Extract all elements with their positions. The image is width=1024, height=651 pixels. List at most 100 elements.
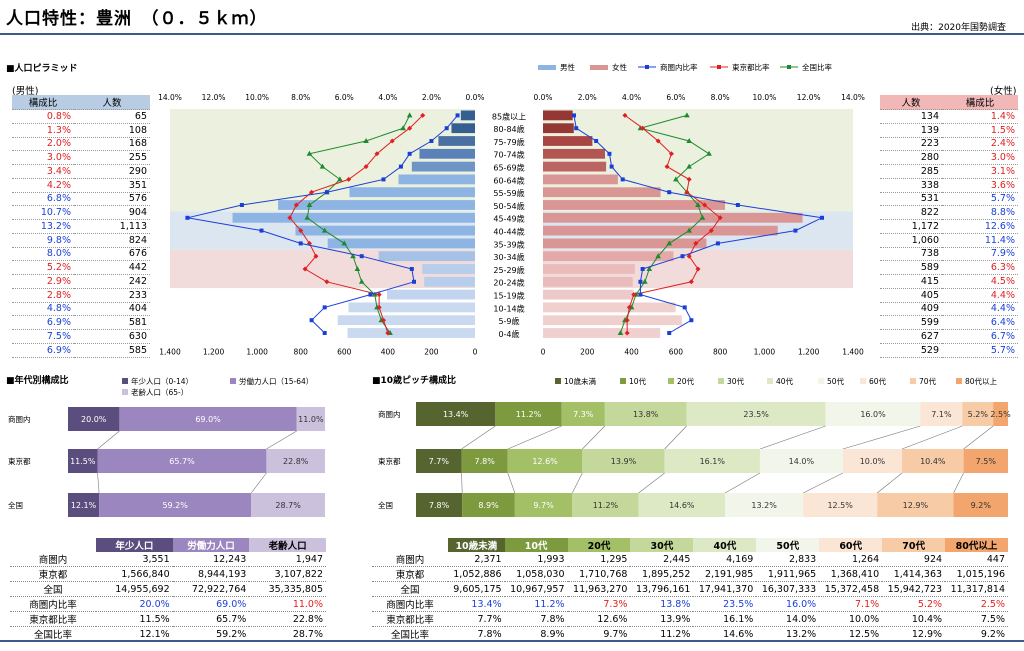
legend-marker: [645, 65, 649, 69]
age3-row-label: 東京都: [8, 456, 31, 466]
male-head: (男性): [12, 86, 39, 97]
age10-legend-swatch: [910, 378, 916, 384]
female-count-cell: 405: [880, 288, 942, 303]
female-tokyo-point: [664, 164, 670, 170]
age10-table-header: 30代: [630, 538, 694, 552]
female-area-point: [572, 113, 576, 118]
female-area-point: [715, 241, 720, 246]
male-national-point: [306, 150, 313, 156]
age10-segment-label: 9.2%: [971, 501, 992, 510]
age10-legend-swatch: [860, 378, 866, 384]
age3-connector: [251, 472, 267, 494]
female-area-point: [735, 203, 740, 207]
age3-table-cell: 22.8%: [249, 611, 326, 627]
female-count-cell: 627: [880, 329, 942, 344]
male-row: 8.0% 676: [12, 247, 150, 262]
female-bar: [543, 238, 707, 249]
female-tokyo-point: [631, 292, 637, 298]
bottom-axis-tick-right: 1,200: [798, 347, 820, 355]
age10-segment-label: 12.6%: [532, 457, 558, 466]
female-row: 529 5.7%: [880, 343, 1018, 358]
female-bar: [543, 187, 661, 198]
female-count-cell: 139: [880, 123, 942, 138]
age10-segment-label: 12.5%: [827, 501, 853, 510]
age3-table-row: 全国 14,955,692 72,922,764 35,335,805: [10, 581, 326, 597]
age10-segment-label: 2.5%: [990, 410, 1011, 419]
age10-table-cell: 23.5%: [693, 596, 757, 612]
male-count-cell: 290: [74, 164, 150, 179]
male-tokyo-point: [363, 164, 369, 170]
age3-table-corner: [10, 538, 96, 552]
male-ratio-cell: 3.0%: [12, 150, 74, 165]
age10-table-cell: 15,372,458: [819, 581, 883, 597]
male-row: 2.8% 233: [12, 288, 150, 303]
female-row: 134 1.4%: [880, 109, 1018, 124]
female-tokyo-point: [622, 112, 628, 118]
male-bar: [422, 264, 475, 274]
age10-table-cell: 7.5%: [945, 611, 1008, 627]
male-tokyo-point: [376, 292, 382, 298]
male-row: 7.5% 630: [12, 329, 150, 344]
male-area-point: [409, 267, 414, 271]
female-bar: [543, 161, 607, 172]
female-area-point: [607, 151, 612, 156]
female-ratio-cell: 8.8%: [942, 205, 1018, 220]
age10-table-cell: 1,052,886: [448, 566, 505, 582]
age10-row-label: 商圏内: [378, 409, 401, 419]
female-count-cell: 738: [880, 247, 942, 262]
male-area-point: [322, 331, 327, 335]
male-bar: [378, 251, 475, 262]
male-bar: [424, 276, 475, 287]
age-label: 85歳以上: [492, 111, 526, 121]
female-bar: [543, 315, 682, 326]
female-tokyo-point: [640, 125, 646, 131]
female-ratio-cell: 4.5%: [942, 274, 1018, 289]
female-area-point: [793, 228, 798, 233]
male-national-point: [337, 176, 343, 182]
age10-table-row: 全国 9,605,175 10,967,957 11,963,270 13,796,16…: [372, 581, 1008, 597]
age10-legend-swatch: [818, 378, 824, 384]
age3-table-header: 労働力人口: [172, 538, 250, 552]
age10-segment-label: 7.7%: [429, 457, 450, 466]
male-bar: [451, 123, 475, 134]
female-count-cell: 1,172: [880, 219, 942, 234]
female-tokyo-point: [695, 266, 701, 272]
age10-table-cell: 5.2%: [882, 596, 946, 612]
male-tokyo-point: [298, 228, 304, 234]
female-area-point: [667, 331, 672, 335]
female-ratio-cell: 11.4%: [942, 233, 1018, 248]
age3-table-row-label: 商圏内: [10, 552, 96, 567]
female-row: 338 3.6%: [880, 178, 1018, 193]
age10-segment-label: 7.5%: [976, 457, 997, 466]
male-ratio-cell: 6.9%: [12, 343, 74, 358]
male-tokyo-point: [346, 176, 352, 182]
age10-segment: [416, 402, 496, 426]
female-row: 409 4.4%: [880, 302, 1018, 317]
female-bar: [543, 225, 778, 236]
male-count-cell: 351: [74, 178, 150, 193]
age10-legend-label: 60代: [869, 376, 887, 386]
male-count-cell: 255: [74, 150, 150, 165]
female-head: (女性): [990, 86, 1017, 97]
age3-table-cell: 11.0%: [249, 596, 326, 612]
age10-table-cell: 2,191,985: [693, 566, 757, 582]
age10-table-cell: 447: [945, 552, 1008, 567]
male-area-point: [398, 164, 403, 169]
bottom-axis-tick-left: 800: [294, 347, 309, 355]
female-ratio-cell: 4.4%: [942, 302, 1018, 317]
male-ratio-cell: 10.7%: [12, 205, 74, 220]
age10-segment-label: 13.4%: [443, 410, 469, 419]
male-count-cell: 585: [74, 343, 150, 358]
female-row: 1,060 11.4%: [880, 233, 1018, 248]
age10-table-header: 70代: [882, 538, 946, 552]
age-label: 75-79歳: [493, 137, 524, 147]
age-label: 80-84歳: [493, 124, 524, 134]
male-national-point: [400, 125, 406, 131]
age10-table-cell: 2,445: [630, 552, 694, 567]
male-area-point: [444, 126, 449, 131]
female-row: 822 8.8%: [880, 205, 1018, 220]
female-ratio-cell: 4.4%: [942, 288, 1018, 303]
age3-table-row: 全国比率 12.1% 59.2% 28.7%: [10, 626, 326, 642]
male-count-cell: 404: [74, 302, 150, 317]
female-count-cell: 1,060: [880, 233, 942, 248]
